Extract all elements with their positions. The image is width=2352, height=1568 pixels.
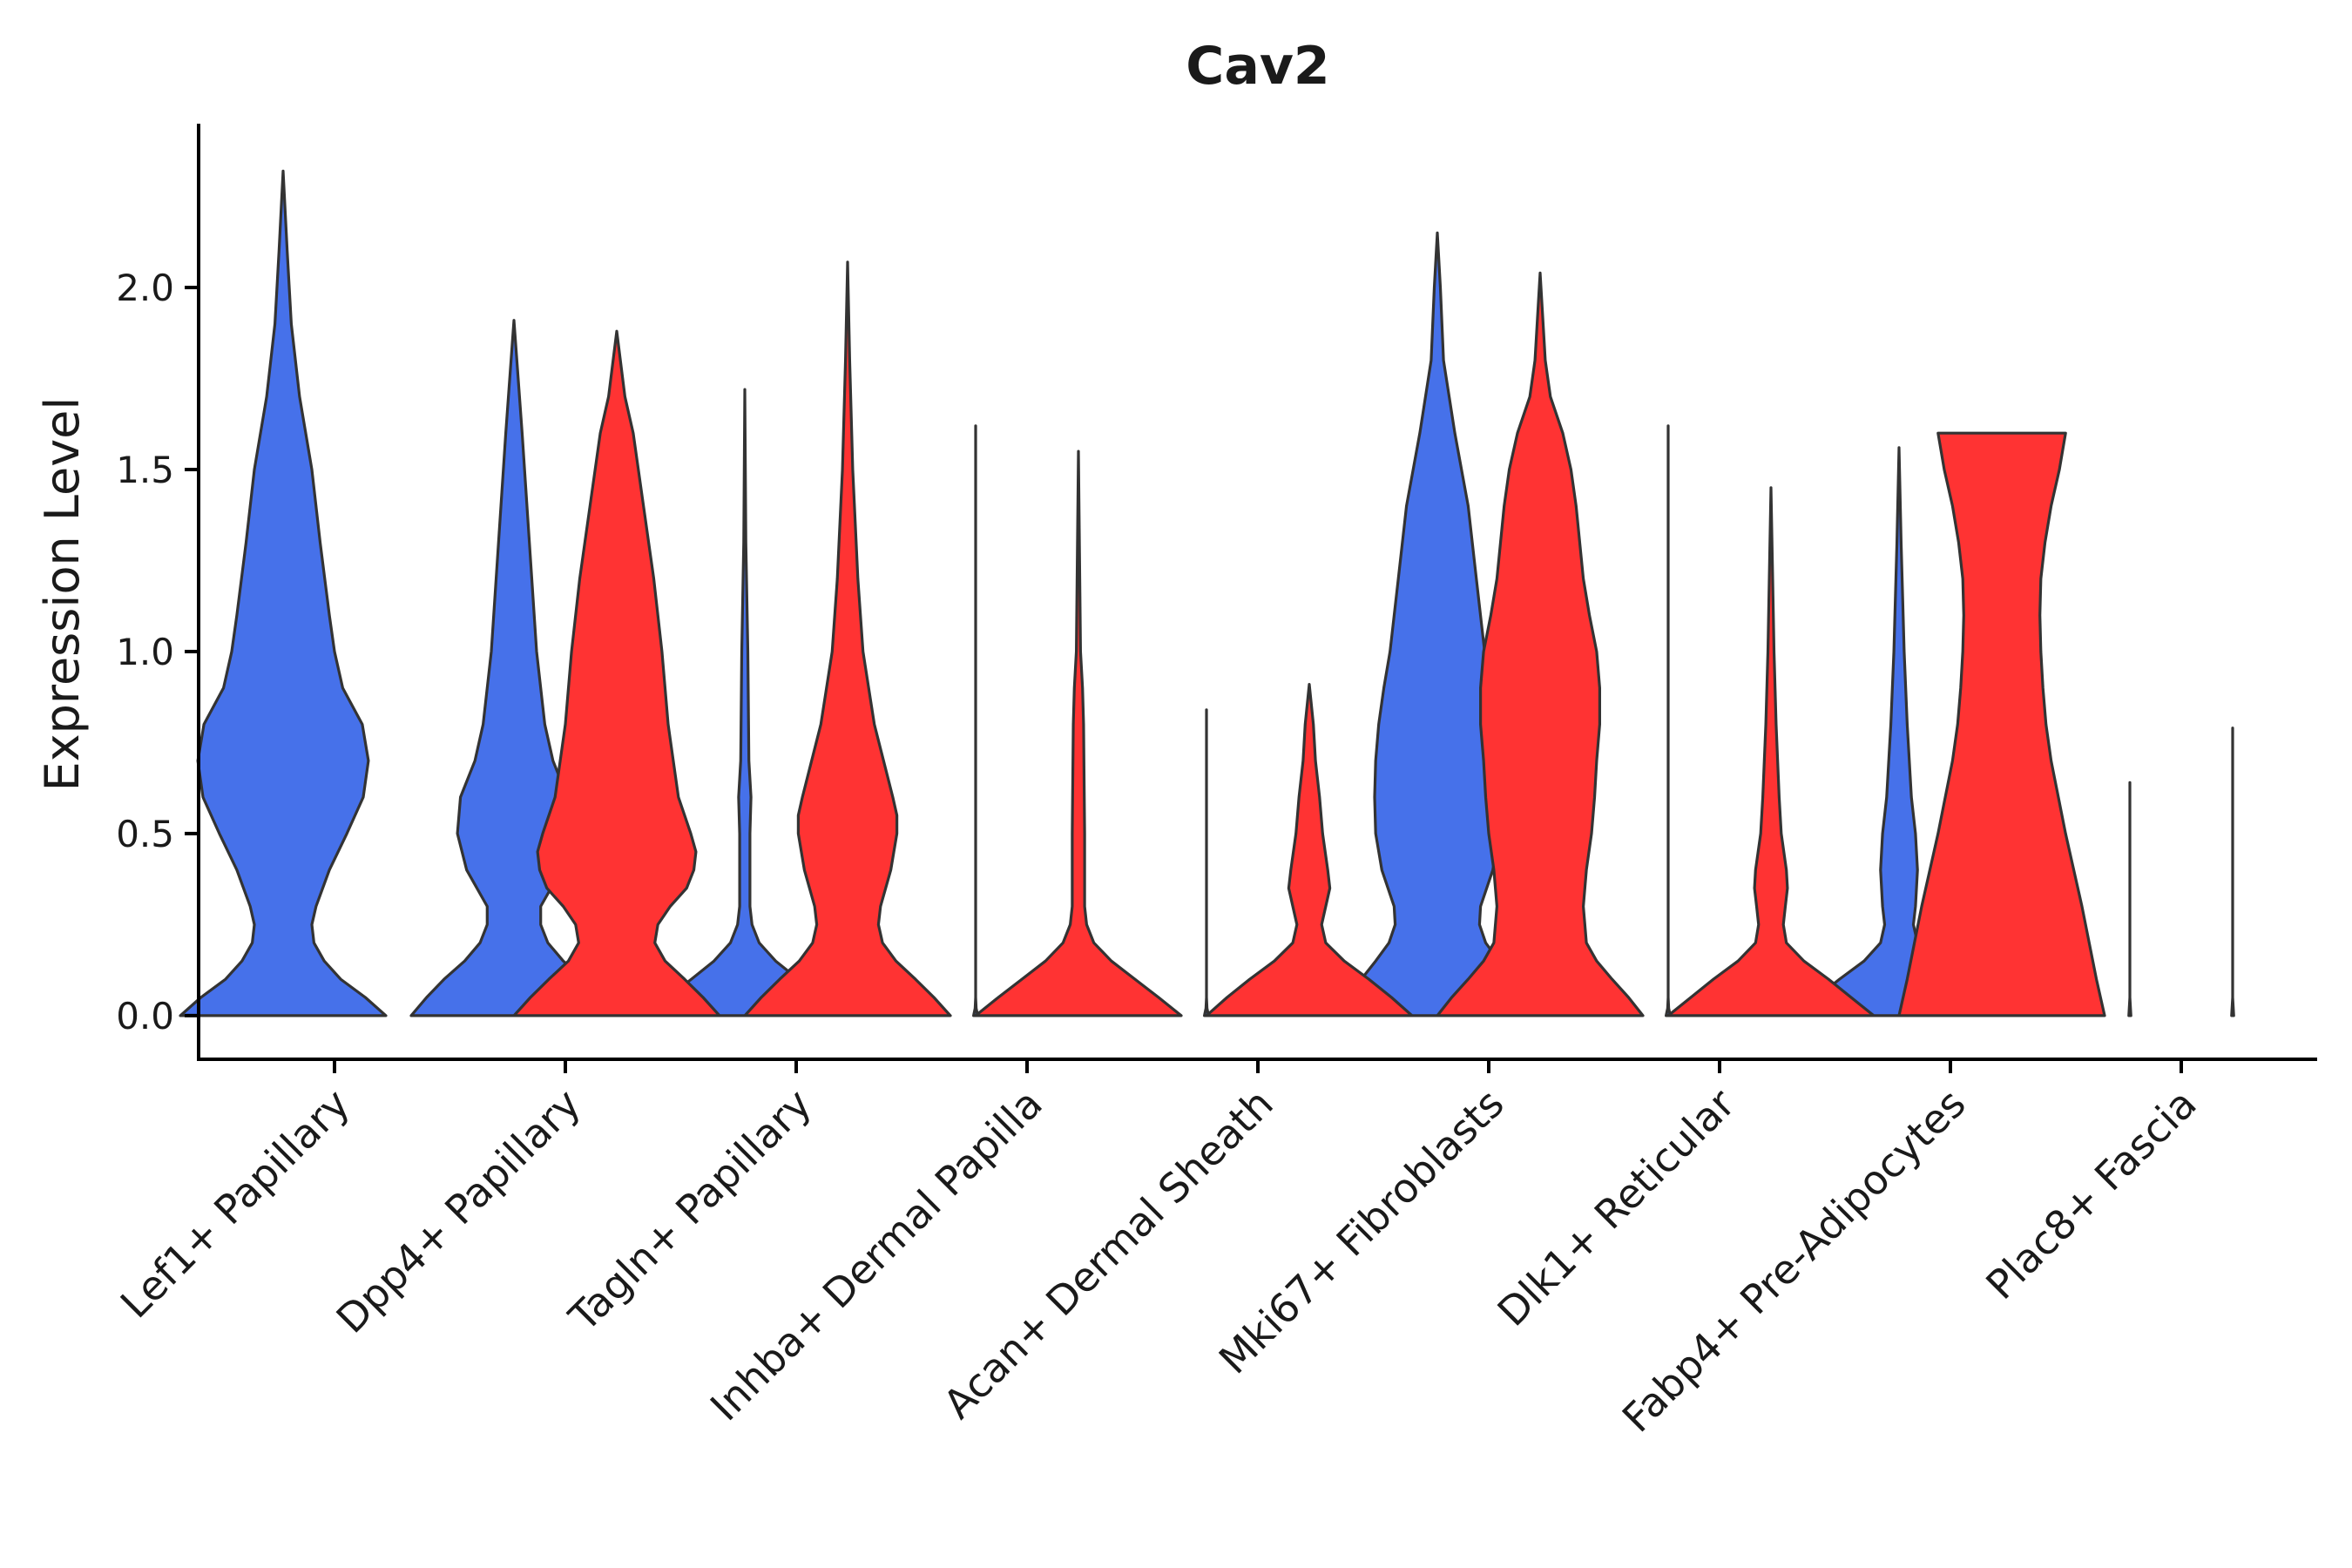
violin-red [1205, 683, 1414, 1017]
violin-red [2230, 727, 2235, 1017]
violin-red [1436, 271, 1645, 1017]
x-tick-label: Plac8+ Fascia [1977, 1080, 2205, 1308]
y-tick-label: 1.0 [116, 631, 174, 673]
y-axis-ticks: 0.0 0.5 1.0 1.5 2.0 [116, 267, 199, 1037]
violin-red [1666, 486, 1876, 1017]
violin-blue [1203, 708, 1210, 1017]
violin-red [974, 449, 1183, 1017]
violin-group [179, 169, 2235, 1017]
violin-blue [2127, 781, 2132, 1017]
violin-red [1897, 431, 2106, 1017]
y-tick-label: 2.0 [116, 267, 174, 309]
violin-blue [640, 388, 849, 1017]
violin-blue [972, 424, 979, 1017]
violin-red [512, 329, 721, 1017]
violin-blue [1665, 424, 1672, 1017]
y-axis-title: Expression Level [35, 397, 90, 792]
y-tick-label: 1.5 [116, 449, 174, 491]
violin-blue [179, 169, 388, 1017]
violin-red [743, 260, 952, 1017]
x-tick-label: Dpp4+ Papillary [328, 1080, 590, 1342]
x-tick-label: Dlk1+ Reticular [1489, 1080, 1744, 1335]
chart-title: Cav2 [1186, 36, 1329, 97]
x-tick-label: Lef1+ Papillary [112, 1080, 359, 1328]
y-tick-label: 0.0 [116, 995, 174, 1037]
y-tick-label: 0.5 [116, 813, 174, 855]
x-tick-label: Tagln+ Papillary [559, 1080, 821, 1342]
